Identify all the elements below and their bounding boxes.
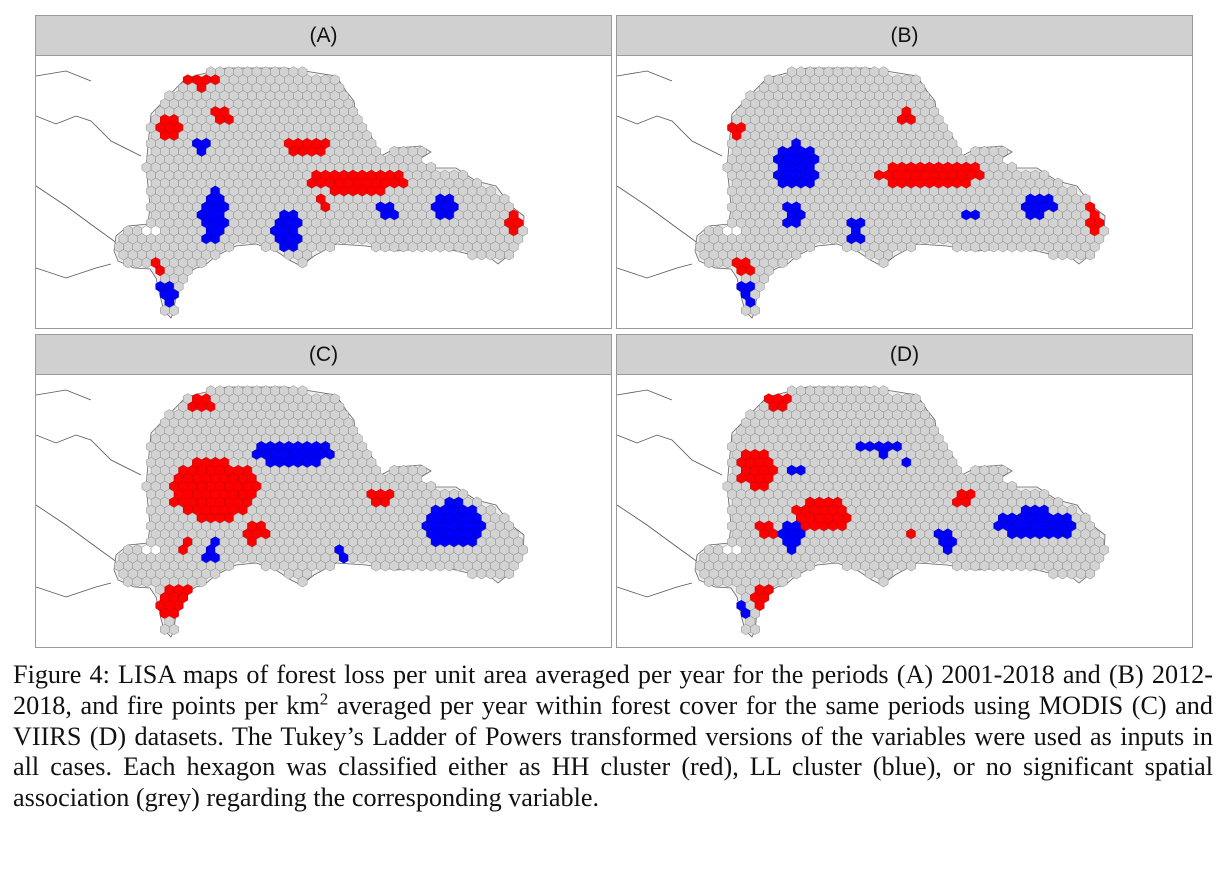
ns-hex xyxy=(504,249,514,261)
ns-hex xyxy=(777,576,788,588)
ns-hex xyxy=(777,257,788,269)
ns-hex xyxy=(210,568,221,580)
ns-hex xyxy=(476,568,487,580)
lisa-map-c xyxy=(36,385,528,638)
ns-hex xyxy=(467,249,478,261)
ns-hex xyxy=(1048,568,1059,580)
ns-hex xyxy=(791,568,802,580)
ns-hex xyxy=(504,568,514,580)
ns-hex xyxy=(805,241,815,253)
ns-hex xyxy=(325,560,335,572)
ns-hex xyxy=(196,257,207,269)
ns-hex xyxy=(297,257,308,269)
panel-title-d: (D) xyxy=(617,335,1192,375)
ns-hex xyxy=(1085,249,1095,261)
ns-hex xyxy=(906,560,916,572)
ns-hex xyxy=(210,249,221,261)
panel-title-b: (B) xyxy=(617,16,1192,56)
ns-hex xyxy=(467,568,478,580)
map-panel-d: (D) xyxy=(616,334,1193,648)
ns-hex xyxy=(750,304,760,316)
haiti-outline xyxy=(36,389,142,598)
ns-hex xyxy=(750,623,760,635)
ns-hex xyxy=(1048,249,1059,261)
map-panel-b: (B) xyxy=(616,15,1193,329)
ns-hex xyxy=(196,576,207,588)
panel-title-c: (C) xyxy=(36,335,611,375)
map-panel-a: (A) xyxy=(35,15,612,329)
haiti-outline xyxy=(36,70,142,279)
ns-hex xyxy=(297,576,308,588)
ns-hex xyxy=(1057,568,1068,580)
ns-hex xyxy=(805,560,815,572)
ns-hex xyxy=(878,576,889,588)
ns-hex xyxy=(224,560,234,572)
panel-title-a: (A) xyxy=(36,16,611,56)
haiti-outline xyxy=(617,70,723,279)
lisa-map-d xyxy=(617,385,1109,638)
ns-hex xyxy=(1085,568,1095,580)
figure-caption: Figure 4: LISA maps of forest loss per u… xyxy=(13,660,1213,814)
ns-hex xyxy=(169,304,179,316)
haiti-outline xyxy=(617,389,723,598)
ns-hex xyxy=(1057,249,1068,261)
caption-superscript: 2 xyxy=(319,689,329,709)
ns-hex xyxy=(169,623,179,635)
caption-text-1: Figure 4: LISA maps of forest loss per u… xyxy=(13,660,1213,720)
caption-text-2: averaged per year within forest cover fo… xyxy=(13,690,1213,813)
ns-hex xyxy=(906,241,916,253)
lisa-map-b xyxy=(617,66,1109,319)
map-panel-c: (C) xyxy=(35,334,612,648)
ns-hex xyxy=(224,241,234,253)
ns-hex xyxy=(325,241,335,253)
ns-hex xyxy=(791,249,802,261)
lisa-map-a xyxy=(36,66,528,319)
ns-hex xyxy=(476,249,487,261)
ns-hex xyxy=(878,257,889,269)
